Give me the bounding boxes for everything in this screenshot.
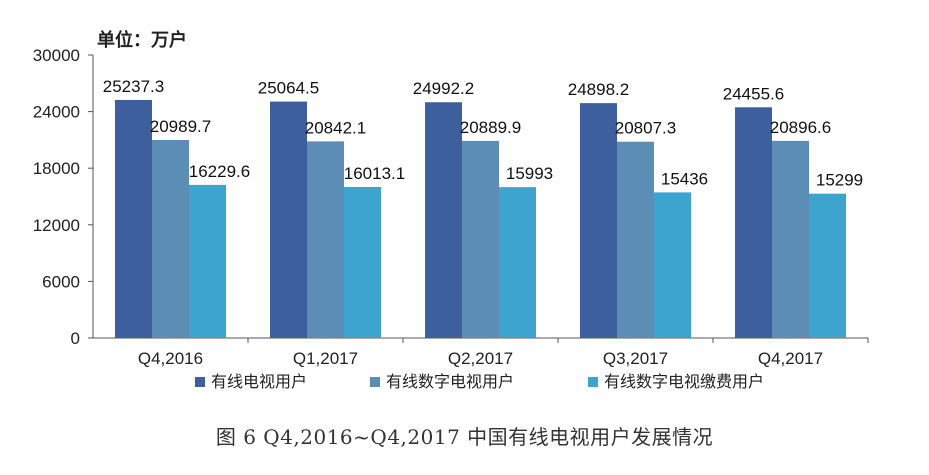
bar (462, 140, 499, 338)
data-label: 20807.3 (615, 119, 676, 138)
y-tick-label: 0 (71, 329, 80, 348)
x-tick-label: Q2,2017 (448, 349, 513, 368)
data-label: 25064.5 (258, 79, 319, 98)
bar (654, 192, 691, 338)
legend-swatch (370, 377, 380, 387)
data-label: 24455.6 (723, 84, 784, 103)
data-label: 20842.1 (305, 118, 366, 137)
legend-swatch (588, 377, 598, 387)
legend-swatch (195, 377, 205, 387)
legend-label: 有线数字电视用户 (386, 372, 514, 391)
y-tick-label: 24000 (33, 103, 80, 122)
x-tick-label: Q3,2017 (603, 349, 668, 368)
data-label: 25237.3 (103, 77, 164, 96)
data-label: 20889.9 (460, 118, 521, 137)
x-tick-label: Q4,2016 (138, 349, 203, 368)
y-tick-label: 6000 (42, 272, 80, 291)
y-tick-label: 30000 (33, 46, 80, 65)
bar (809, 193, 846, 338)
data-label: 24898.2 (568, 80, 629, 99)
bar (772, 140, 809, 338)
legend-label: 有线电视用户 (211, 372, 307, 391)
y-tick-label: 12000 (33, 216, 80, 235)
data-label: 24992.2 (413, 79, 474, 98)
bar (270, 101, 307, 338)
data-label: 15993 (506, 164, 553, 183)
bar (425, 102, 462, 338)
bar (115, 99, 152, 339)
x-tick-label: Q1,2017 (293, 349, 358, 368)
bar (617, 141, 654, 338)
bar (499, 187, 536, 338)
data-label: 20989.7 (150, 117, 211, 136)
bar-chart: 0 6000 12000 18000 24000 30000 25237.3 20989.7 1… (33, 46, 869, 391)
bar (307, 141, 344, 338)
unit-label: 单位：万户 (97, 30, 187, 51)
data-label: 16013.1 (344, 164, 405, 183)
data-label: 20896.6 (770, 118, 831, 137)
legend-label: 有线数字电视缴费用户 (604, 372, 764, 391)
y-tick-label: 18000 (33, 159, 80, 178)
bar (189, 184, 226, 338)
bar (580, 103, 617, 338)
data-label: 15436 (661, 169, 708, 188)
data-label: 15299 (816, 171, 863, 190)
bar (344, 186, 381, 338)
figure-caption: 图 6 Q4,2016~Q4,2017 中国有线电视用户发展情况 (215, 425, 714, 449)
bar (152, 139, 189, 338)
data-label: 16229.6 (189, 162, 250, 181)
x-tick-label: Q4,2017 (758, 349, 823, 368)
bar (735, 107, 772, 338)
